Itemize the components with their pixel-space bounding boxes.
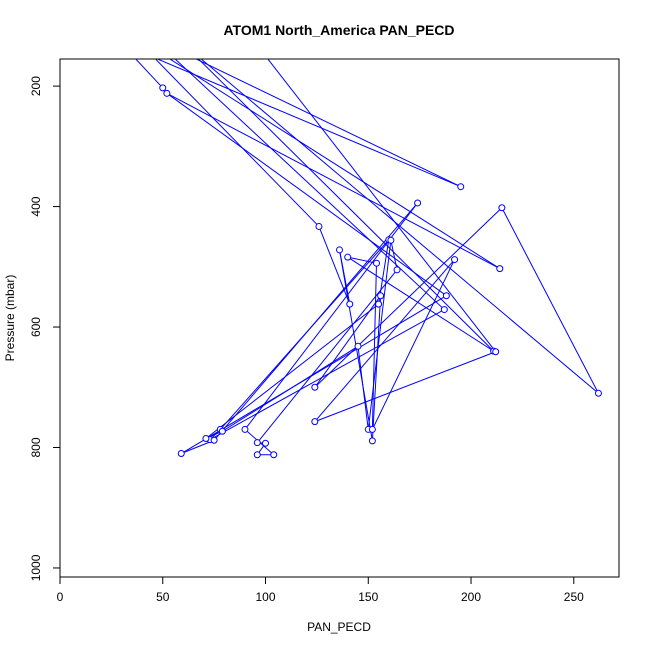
y-tick-label: 1000 <box>29 554 43 581</box>
series-segment <box>314 207 503 388</box>
data-point <box>263 59 268 60</box>
series-segment <box>371 259 456 430</box>
data-point <box>202 434 210 442</box>
data-point <box>336 246 343 254</box>
data-point <box>262 439 270 447</box>
series-segment <box>135 59 164 89</box>
data-point <box>311 383 319 391</box>
data-point <box>368 425 376 433</box>
data-point <box>241 425 249 433</box>
series-segment <box>318 226 351 305</box>
data-point <box>387 236 395 244</box>
data-point <box>344 253 352 261</box>
data-point <box>496 265 504 273</box>
series-segment <box>256 269 398 443</box>
data-point <box>119 41 125 47</box>
data-point <box>498 204 506 212</box>
y-axis-label: Pressure (mbar) <box>3 275 17 362</box>
y-tick-label: 600 <box>29 317 43 337</box>
series-segment <box>501 207 599 394</box>
x-tick-label: 200 <box>461 590 481 604</box>
series-segment <box>209 309 445 441</box>
data-point <box>177 450 185 458</box>
data-point <box>372 259 380 267</box>
series-layer <box>119 32 602 459</box>
x-axis-label: PAN_PECD <box>307 620 371 634</box>
data-point <box>368 437 376 445</box>
y-tick-label: 800 <box>29 437 43 457</box>
data-point <box>451 256 459 264</box>
x-tick-label: 150 <box>358 590 378 604</box>
data-point <box>315 222 323 230</box>
data-point <box>346 300 354 308</box>
series-segment <box>156 59 461 188</box>
series-segment <box>200 59 599 394</box>
y-tick-label: 400 <box>29 196 43 216</box>
data-point <box>375 300 383 308</box>
plot-frame <box>59 58 620 578</box>
data-point <box>354 342 362 350</box>
data-point <box>129 32 135 38</box>
data-point <box>457 183 465 191</box>
data-point <box>270 451 278 459</box>
data-point <box>594 389 602 397</box>
data-point <box>492 348 500 356</box>
data-point <box>163 89 171 97</box>
data-point <box>253 439 261 447</box>
series-segment <box>166 92 501 270</box>
x-tick-label: 100 <box>255 590 275 604</box>
series-segment <box>367 240 392 430</box>
series-segment <box>347 256 377 264</box>
data-point <box>210 436 218 444</box>
series-segment <box>174 59 445 310</box>
series-segment <box>347 256 494 352</box>
data-point <box>253 451 261 459</box>
series-segment <box>197 59 494 352</box>
data-point <box>149 35 155 41</box>
x-tick-label: 250 <box>564 590 584 604</box>
data-point <box>180 41 186 47</box>
series-segment <box>154 59 320 227</box>
series-segment <box>314 351 496 423</box>
series-segment <box>371 263 377 430</box>
data-point <box>442 292 450 300</box>
series-segment <box>314 295 382 388</box>
series-segment <box>168 59 501 270</box>
series-segment <box>180 295 447 454</box>
series-segment <box>314 259 455 422</box>
series-segment <box>267 59 497 353</box>
series-segment <box>195 59 461 188</box>
data-point <box>440 306 448 314</box>
series-segment <box>390 240 398 270</box>
data-point <box>311 418 319 426</box>
data-point <box>159 84 167 92</box>
series-segment <box>371 295 382 441</box>
data-point <box>414 199 422 207</box>
y-axis: 200 400 600 800 1000 <box>29 76 61 581</box>
x-axis: 0 50 100 150 200 250 <box>57 576 584 604</box>
data-point <box>218 427 226 435</box>
data-point <box>393 266 401 274</box>
chart-title: ATOM1 North_America PAN_PECD <box>223 22 454 38</box>
x-tick-label: 50 <box>156 590 170 604</box>
y-tick-label: 200 <box>29 76 43 96</box>
x-tick-label: 0 <box>57 590 64 604</box>
series-segment <box>166 92 447 297</box>
data-point <box>377 292 385 300</box>
